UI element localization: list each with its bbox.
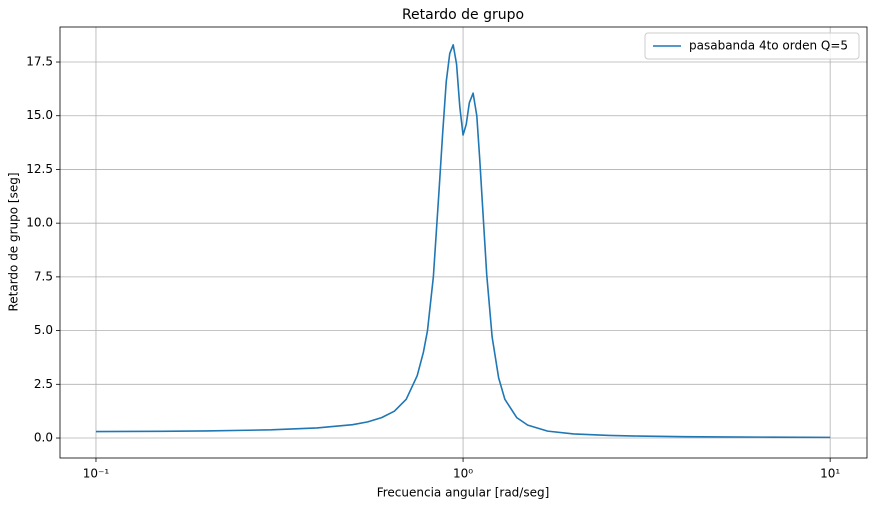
y-tick-label: 15.0 bbox=[26, 108, 53, 122]
y-tick-label: 0.0 bbox=[34, 431, 53, 445]
y-axis-label: Retardo de grupo [seg] bbox=[7, 172, 21, 311]
legend-box bbox=[644, 32, 860, 60]
y-tick-label: 2.5 bbox=[34, 377, 53, 391]
data-layer bbox=[95, 44, 831, 439]
x-axis-label: Frecuencia angular [rad/seg] bbox=[377, 486, 550, 500]
y-tick-label: 17.5 bbox=[26, 55, 53, 69]
chart-title: Retardo de grupo bbox=[402, 7, 524, 23]
y-tick-label: 7.5 bbox=[34, 269, 53, 283]
x-tick-label: 10⁻¹ bbox=[83, 467, 110, 481]
legend: pasabanda 4to orden Q=5 bbox=[644, 32, 860, 60]
y-tick-label: 10.0 bbox=[26, 216, 53, 230]
x-tick-label: 10¹ bbox=[820, 467, 840, 481]
grid-layer bbox=[60, 27, 867, 458]
legend-label: pasabanda 4to orden Q=5 bbox=[689, 39, 848, 53]
line-series bbox=[95, 44, 831, 439]
x-tick-label: 10⁰ bbox=[453, 467, 473, 481]
y-tick-label: 5.0 bbox=[34, 323, 53, 337]
y-tick-label: 12.5 bbox=[26, 162, 53, 176]
plot-frame bbox=[59, 26, 868, 459]
